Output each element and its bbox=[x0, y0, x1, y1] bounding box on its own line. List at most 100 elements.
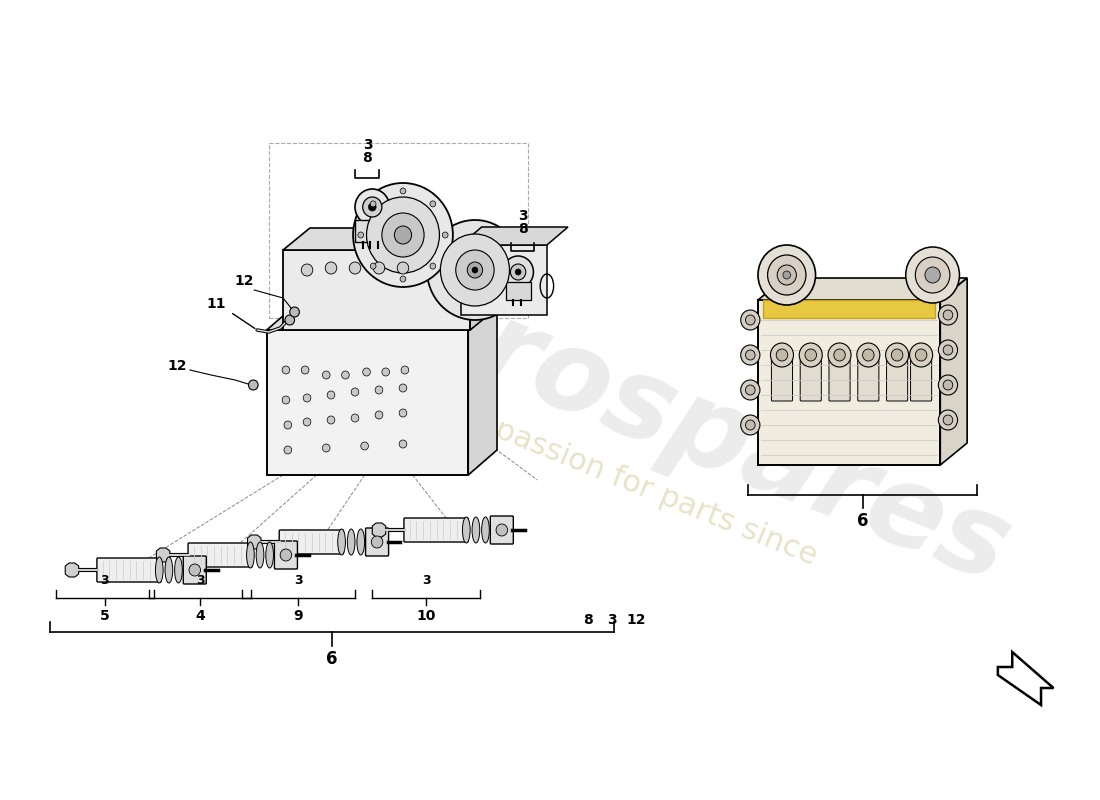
Circle shape bbox=[355, 189, 389, 225]
Circle shape bbox=[301, 264, 312, 276]
Circle shape bbox=[322, 444, 330, 452]
Circle shape bbox=[834, 349, 845, 361]
Circle shape bbox=[400, 276, 406, 282]
Text: 6: 6 bbox=[327, 650, 338, 668]
Circle shape bbox=[925, 267, 940, 283]
FancyBboxPatch shape bbox=[266, 330, 469, 475]
Text: 3: 3 bbox=[421, 574, 430, 586]
Text: 3: 3 bbox=[518, 209, 528, 223]
Circle shape bbox=[943, 380, 953, 390]
FancyBboxPatch shape bbox=[771, 359, 792, 401]
Polygon shape bbox=[248, 535, 261, 549]
Circle shape bbox=[366, 197, 439, 273]
Circle shape bbox=[746, 385, 755, 395]
FancyBboxPatch shape bbox=[355, 220, 389, 242]
Circle shape bbox=[430, 263, 436, 269]
Circle shape bbox=[862, 349, 874, 361]
Circle shape bbox=[284, 446, 292, 454]
Circle shape bbox=[943, 415, 953, 425]
Circle shape bbox=[358, 232, 364, 238]
Circle shape bbox=[400, 188, 406, 194]
Circle shape bbox=[915, 349, 927, 361]
Circle shape bbox=[943, 310, 953, 320]
Polygon shape bbox=[283, 228, 497, 250]
Circle shape bbox=[740, 310, 760, 330]
Circle shape bbox=[758, 245, 815, 305]
Circle shape bbox=[372, 536, 383, 548]
Circle shape bbox=[280, 549, 292, 561]
Circle shape bbox=[189, 564, 200, 576]
Circle shape bbox=[777, 349, 788, 361]
Text: 8: 8 bbox=[583, 613, 593, 627]
Circle shape bbox=[399, 384, 407, 392]
Text: 12: 12 bbox=[235, 274, 254, 288]
Circle shape bbox=[371, 201, 376, 207]
Circle shape bbox=[394, 226, 411, 244]
Ellipse shape bbox=[348, 529, 355, 555]
Polygon shape bbox=[266, 305, 497, 330]
Text: 3: 3 bbox=[294, 574, 302, 586]
Polygon shape bbox=[470, 228, 497, 330]
Ellipse shape bbox=[482, 517, 490, 543]
FancyBboxPatch shape bbox=[97, 558, 162, 582]
Ellipse shape bbox=[462, 517, 470, 543]
Circle shape bbox=[327, 391, 334, 399]
Circle shape bbox=[363, 197, 382, 217]
FancyBboxPatch shape bbox=[887, 359, 907, 401]
Polygon shape bbox=[461, 227, 568, 245]
Circle shape bbox=[891, 349, 903, 361]
Circle shape bbox=[382, 213, 425, 257]
Circle shape bbox=[440, 234, 509, 306]
Circle shape bbox=[468, 262, 483, 278]
Circle shape bbox=[304, 418, 311, 426]
Circle shape bbox=[915, 257, 950, 293]
FancyBboxPatch shape bbox=[404, 518, 469, 542]
Circle shape bbox=[375, 411, 383, 419]
Text: 3: 3 bbox=[607, 613, 617, 627]
Text: a passion for parts since: a passion for parts since bbox=[464, 405, 822, 571]
FancyBboxPatch shape bbox=[491, 516, 514, 544]
Text: 9: 9 bbox=[294, 609, 304, 623]
Circle shape bbox=[943, 345, 953, 355]
Polygon shape bbox=[65, 563, 79, 577]
Circle shape bbox=[800, 343, 823, 367]
Circle shape bbox=[515, 269, 521, 275]
Circle shape bbox=[368, 203, 376, 211]
Circle shape bbox=[910, 343, 933, 367]
Circle shape bbox=[740, 415, 760, 435]
Circle shape bbox=[938, 375, 958, 395]
FancyBboxPatch shape bbox=[506, 282, 530, 300]
Circle shape bbox=[938, 410, 958, 430]
Ellipse shape bbox=[472, 517, 480, 543]
Ellipse shape bbox=[175, 557, 183, 583]
Ellipse shape bbox=[165, 557, 173, 583]
Circle shape bbox=[828, 343, 851, 367]
Circle shape bbox=[373, 262, 385, 274]
Ellipse shape bbox=[246, 542, 254, 568]
FancyBboxPatch shape bbox=[274, 541, 297, 569]
FancyBboxPatch shape bbox=[829, 359, 850, 401]
Ellipse shape bbox=[155, 557, 163, 583]
Text: 8: 8 bbox=[518, 222, 528, 236]
Text: 4: 4 bbox=[195, 609, 205, 623]
Circle shape bbox=[349, 262, 361, 274]
FancyBboxPatch shape bbox=[283, 250, 470, 330]
Circle shape bbox=[289, 307, 299, 317]
FancyBboxPatch shape bbox=[461, 245, 547, 315]
Circle shape bbox=[326, 262, 337, 274]
Text: 12: 12 bbox=[626, 613, 646, 627]
Polygon shape bbox=[758, 278, 967, 300]
Circle shape bbox=[375, 386, 383, 394]
FancyBboxPatch shape bbox=[762, 300, 935, 318]
FancyBboxPatch shape bbox=[184, 556, 207, 584]
FancyBboxPatch shape bbox=[911, 359, 932, 401]
Circle shape bbox=[805, 349, 816, 361]
Circle shape bbox=[905, 247, 959, 303]
Circle shape bbox=[746, 350, 755, 360]
Circle shape bbox=[472, 267, 477, 273]
Text: 3: 3 bbox=[363, 138, 372, 152]
Circle shape bbox=[284, 421, 292, 429]
Circle shape bbox=[285, 315, 295, 325]
Circle shape bbox=[857, 343, 880, 367]
Text: 10: 10 bbox=[416, 609, 436, 623]
